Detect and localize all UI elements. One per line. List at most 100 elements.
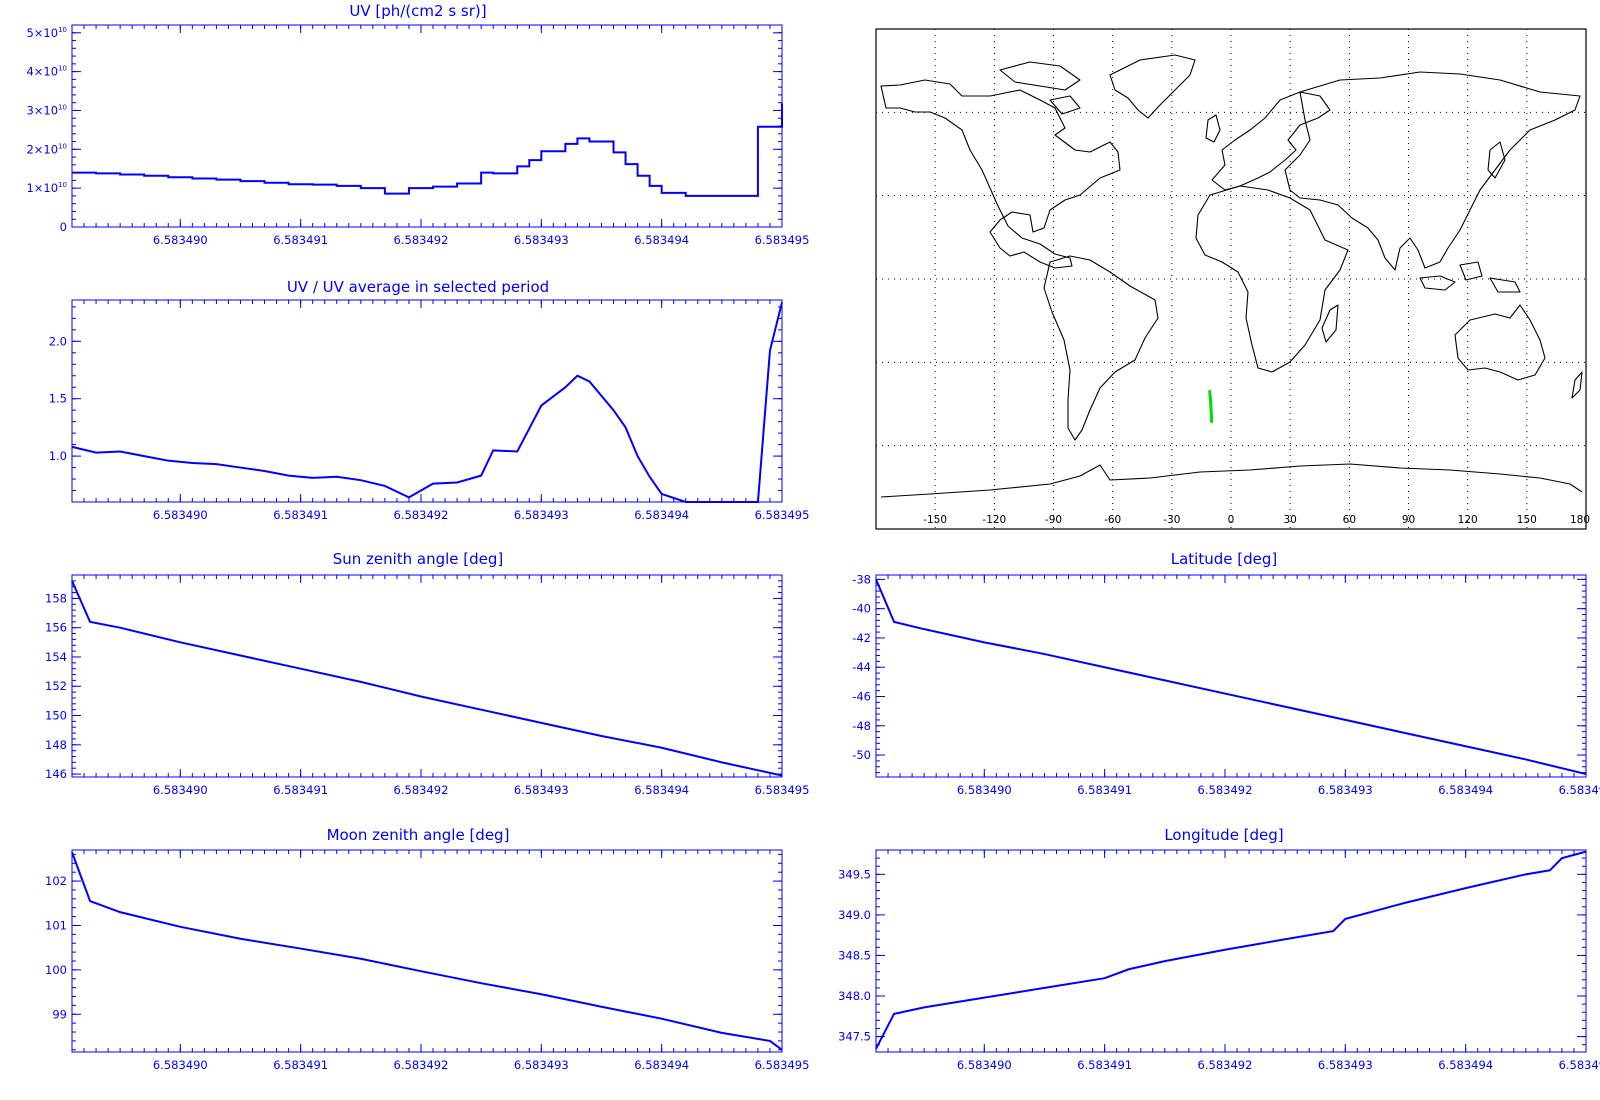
moon-zenith-y-tick-label: 102: [45, 874, 67, 888]
uv-y-tick-mantissa: 1×10: [26, 181, 58, 195]
moon-zenith-x-ticks: [83, 850, 783, 1052]
coast-australia: [1454, 304, 1546, 381]
latitude-x-tick-label: 6.583491: [1077, 783, 1132, 797]
latitude-x-tick-label: 6.583493: [1318, 783, 1373, 797]
latitude-y-tick-label: -44: [852, 660, 871, 674]
moon-zenith-x-tick-label: 6.583491: [273, 1058, 328, 1072]
coast-south-america: [1043, 255, 1159, 441]
moon-zenith-x-tick-label: 6.583492: [394, 1058, 449, 1072]
world-map-panel: -150 -120 -90 -60 -30 0 30 60 90 120 150…: [875, 28, 1590, 530]
sun-zenith-y-tick-label: 154: [45, 650, 67, 664]
map-lon-label: -150: [923, 514, 947, 526]
coast-north-america: [880, 79, 1121, 269]
uv-y-tick-mantissa: 2×10: [26, 142, 58, 156]
coast-new-zealand: [1571, 371, 1583, 399]
moon-zenith-x-tick-labels: 6.583490 6.583491 6.583492 6.583493 6.58…: [153, 1058, 810, 1072]
sun-zenith-y-tick-label: 146: [45, 767, 67, 781]
uv-ratio-panel: UV / UV average in selected period 6.583…: [49, 278, 810, 522]
latitude-panel: Latitude [deg] 6.583490 6.583491 6.58349…: [852, 550, 1600, 797]
latitude-x-ticks: [887, 575, 1587, 777]
uv-ratio-y-tick-label: 2.0: [49, 334, 67, 348]
coast-indonesia: [1419, 261, 1521, 293]
sun-zenith-y-tick-labels: 146 148 150 152 154 156 158: [45, 591, 67, 781]
map-longitude-labels: -150 -120 -90 -60 -30 0 30 60 90 120 150…: [923, 514, 1590, 526]
longitude-y-ticks: [876, 857, 1586, 1046]
map-lon-label: 120: [1458, 514, 1478, 526]
uv-x-tick-label: 6.583493: [514, 233, 569, 247]
longitude-y-tick-labels: 347.5 348.0 348.5 349.0 349.5: [838, 867, 871, 1043]
coast-asia: [1284, 71, 1581, 271]
coast-japan: [1487, 141, 1506, 179]
latitude-x-tick-label: 6.583494: [1438, 783, 1493, 797]
coast-madagascar: [1321, 304, 1339, 343]
uv-y-tick-label: 4×1010: [26, 65, 67, 79]
uv-y-tick-exponent: 10: [58, 142, 67, 150]
uv-ratio-y-tick-label: 1.5: [49, 392, 67, 406]
moon-zenith-title: Moon zenith angle [deg]: [327, 826, 510, 844]
coast-british-isles: [1205, 114, 1221, 143]
sun-zenith-y-tick-label: 158: [45, 591, 67, 605]
latitude-x-tick-labels: 6.583490 6.583491 6.583492 6.583493 6.58…: [957, 783, 1600, 797]
sun-zenith-y-tick-label: 150: [45, 709, 67, 723]
longitude-y-tick-label: 348.5: [838, 948, 871, 962]
longitude-x-tick-label: 6.583491: [1077, 1058, 1132, 1072]
moon-zenith-y-tick-label: 99: [52, 1007, 67, 1021]
sun-zenith-x-tick-label: 6.583493: [514, 783, 569, 797]
uv-y-tick-labels: 0 1×1010 2×1010 3×1010 4×1010 5×1010: [26, 26, 67, 234]
uv-ratio-x-tick-label: 6.583494: [634, 508, 689, 522]
uv-ratio-plot-frame: [71, 299, 783, 503]
map-lon-label: 30: [1283, 514, 1296, 526]
latitude-x-tick-label: 6.583492: [1198, 783, 1253, 797]
sun-zenith-y-ticks: [72, 580, 782, 775]
uv-y-tick-exponent: 10: [58, 65, 67, 73]
moon-zenith-plot-frame: [71, 849, 783, 1053]
uv-ratio-x-tick-label: 6.583491: [273, 508, 328, 522]
sun-zenith-title: Sun zenith angle [deg]: [333, 550, 504, 568]
uv-y-ticks: [72, 24, 782, 228]
uv-y-tick-mantissa: 4×10: [26, 65, 58, 79]
uv-ratio-y-tick-labels: 1.0 1.5 2.0: [49, 334, 67, 463]
sun-zenith-y-tick-label: 148: [45, 738, 67, 752]
longitude-x-tick-label: 6.583494: [1438, 1058, 1493, 1072]
moon-zenith-y-tick-labels: 99 100 101 102: [45, 874, 67, 1021]
sun-zenith-y-tick-label: 156: [45, 621, 67, 635]
moon-zenith-y-tick-label: 100: [45, 963, 67, 977]
longitude-x-tick-label: 6.583493: [1318, 1058, 1373, 1072]
uv-ratio-series-line: [71, 302, 783, 503]
uv-y-tick-exponent: 10: [58, 103, 67, 111]
latitude-y-ticks: [876, 578, 1586, 774]
sun-zenith-x-tick-label: 6.583490: [153, 783, 208, 797]
uv-y-tick-mantissa: 5×10: [26, 26, 58, 40]
uv-x-tick-label: 6.583490: [153, 233, 208, 247]
uv-y-tick-label: 3×1010: [26, 103, 67, 117]
uv-ratio-y-ticks: [72, 306, 782, 503]
uv-ratio-title: UV / UV average in selected period: [287, 278, 549, 296]
sun-zenith-panel: Sun zenith angle [deg] 6.583490 6.583491…: [45, 550, 809, 797]
longitude-x-ticks: [887, 850, 1587, 1052]
coast-greenland: [1109, 54, 1196, 119]
moon-zenith-x-tick-label: 6.583494: [634, 1058, 689, 1072]
uv-y-tick-exponent: 10: [58, 181, 67, 189]
uv-x-tick-labels: 6.583490 6.583491 6.583492 6.583493 6.58…: [153, 233, 810, 247]
longitude-series-line: [875, 850, 1587, 1050]
latitude-y-tick-label: -42: [852, 631, 871, 645]
uv-series-line: [72, 103, 783, 197]
moon-zenith-panel: Moon zenith angle [deg] 6.583490 6.58349…: [45, 826, 809, 1072]
coast-arctic-islands: [999, 61, 1081, 115]
map-lon-label: 60: [1343, 514, 1356, 526]
latitude-y-tick-label: -46: [852, 689, 871, 703]
latitude-y-tick-label: -48: [852, 719, 871, 733]
map-coastlines: [880, 54, 1583, 498]
map-lon-label: 180: [1570, 514, 1590, 526]
satellite-track: [1208, 390, 1214, 423]
longitude-x-tick-label: 6.583495: [1559, 1058, 1600, 1072]
longitude-x-tick-label: 6.583492: [1198, 1058, 1253, 1072]
moon-zenith-x-tick-label: 6.583493: [514, 1058, 569, 1072]
longitude-title: Longitude [deg]: [1164, 826, 1283, 844]
uv-y-tick-label: 2×1010: [26, 142, 67, 156]
uv-y-tick-mantissa: 3×10: [26, 103, 58, 117]
uv-y-tick-exponent: 10: [58, 26, 67, 34]
map-lon-label: 150: [1517, 514, 1537, 526]
moon-zenith-series-line: [71, 851, 783, 1051]
